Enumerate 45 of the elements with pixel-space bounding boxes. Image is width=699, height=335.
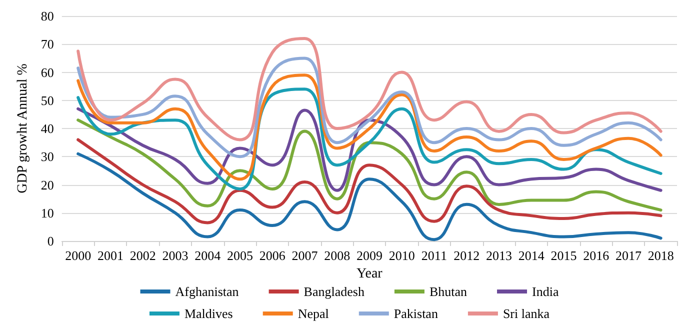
y-tick-label: 50 — [40, 92, 54, 108]
line-series — [76, 37, 662, 142]
x-tick-label: 2008 — [324, 248, 350, 263]
x-tick-label: 2014 — [518, 248, 545, 263]
y-tick-label: 20 — [40, 177, 54, 192]
y-tick-label: 70 — [40, 36, 54, 52]
line-series — [76, 74, 662, 181]
legend-label: Bhutan — [429, 284, 468, 299]
x-axis-title: Year — [356, 266, 383, 282]
y-tick-label: 10 — [40, 205, 54, 220]
x-tick-label: 2003 — [162, 248, 188, 263]
line-series — [76, 107, 662, 192]
legend-label: Bangladesh — [304, 284, 365, 299]
y-tick-label: 30 — [40, 149, 54, 164]
x-tick-label: 2016 — [583, 248, 610, 263]
legend-label: Sri lanka — [502, 306, 550, 321]
x-tick-label: 2011 — [421, 248, 447, 263]
legend-label: Nepal — [298, 306, 330, 321]
line-series — [76, 152, 662, 242]
y-tick-label: 40 — [40, 121, 54, 136]
x-tick-label: 2001 — [97, 248, 124, 263]
x-tick-label: 2007 — [292, 248, 318, 263]
x-tick-label: 2013 — [486, 248, 512, 263]
x-tick-label: 2002 — [130, 248, 156, 263]
x-tick-label: 2005 — [226, 248, 253, 263]
line-series — [76, 138, 662, 224]
legend-label: India — [532, 284, 559, 299]
x-tick-label: 2017 — [615, 248, 642, 263]
x-tick-label: 2000 — [65, 248, 92, 263]
x-tick-label: 2012 — [454, 248, 480, 263]
x-tick-label: 2004 — [194, 248, 222, 263]
y-axis-title: GDP growht Annual % — [16, 63, 30, 194]
line-series — [76, 56, 662, 158]
legend-label: Maldives — [184, 306, 233, 321]
x-tick-label: 2009 — [356, 248, 382, 263]
x-tick-label: 2010 — [388, 248, 415, 263]
x-tick-label: 2018 — [648, 248, 674, 263]
y-tick-label: 0 — [47, 234, 54, 248]
x-tick-label: 2015 — [550, 248, 577, 263]
y-tick-label: 80 — [40, 8, 54, 24]
line-series — [76, 118, 662, 212]
legend-label: Pakistan — [394, 306, 438, 321]
y-tick-label: 60 — [40, 64, 54, 80]
x-tick-label: 2006 — [259, 248, 286, 263]
legend-label: Afghanistan — [175, 284, 240, 299]
